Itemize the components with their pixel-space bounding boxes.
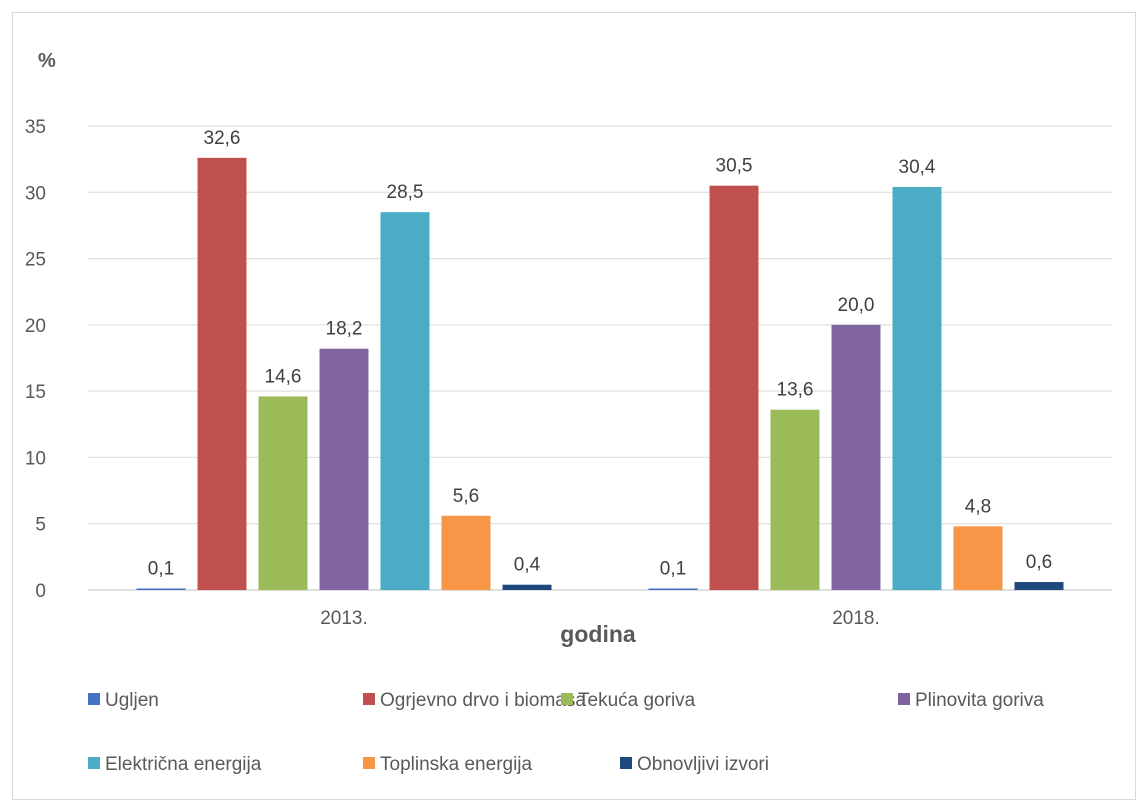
- bars: [136, 157, 1064, 591]
- legend-item: Tekuća goriva: [561, 690, 696, 711]
- y-axis-ticks: 0 5 10 15 20 25 30 35: [25, 117, 46, 602]
- legend-swatch: [363, 693, 375, 705]
- legend-item: Toplinska energija: [363, 754, 533, 775]
- legend-item: Električna energija: [88, 754, 262, 775]
- bar: [831, 324, 881, 590]
- bar: [136, 588, 186, 590]
- data-label: 0,1: [148, 559, 174, 580]
- legend-swatch: [620, 757, 632, 769]
- x-tick-label: 2013.: [320, 608, 368, 629]
- legend-item: Ogrjevno drvo i biomasa: [363, 690, 586, 711]
- data-label: 30,5: [716, 156, 753, 177]
- x-axis-ticks: 2013. 2018.: [320, 608, 880, 629]
- bar: [380, 212, 430, 590]
- bar: [197, 157, 247, 590]
- y-tick-label: 10: [25, 448, 46, 469]
- legend-item: Plinovita goriva: [898, 690, 1044, 711]
- bar: [1014, 582, 1064, 590]
- legend-label: Obnovljivi izvori: [637, 754, 769, 775]
- bar: [502, 584, 552, 590]
- legend-label: Ugljen: [105, 690, 159, 711]
- data-label: 20,0: [838, 295, 875, 316]
- data-label: 28,5: [387, 182, 424, 203]
- data-label: 13,6: [777, 380, 814, 401]
- legend-swatch: [363, 757, 375, 769]
- data-label: 0,1: [660, 559, 686, 580]
- y-tick-label: 0: [35, 581, 46, 602]
- legend-swatch: [88, 693, 100, 705]
- data-label: 0,6: [1026, 552, 1052, 573]
- bar: [441, 515, 491, 590]
- data-label: 5,6: [453, 486, 479, 507]
- legend-label: Toplinska energija: [380, 754, 533, 775]
- y-tick-label: 20: [25, 316, 46, 337]
- y-tick-label: 5: [35, 515, 46, 536]
- y-axis-unit: %: [38, 50, 56, 72]
- bar: [953, 526, 1003, 590]
- data-label: 4,8: [965, 496, 991, 517]
- legend-label: Tekuća goriva: [578, 690, 696, 711]
- data-label: 30,4: [899, 157, 936, 178]
- bar: [892, 186, 942, 591]
- legend-swatch: [88, 757, 100, 769]
- data-label: 0,4: [514, 555, 541, 576]
- x-tick-label: 2018.: [832, 608, 880, 629]
- legend-item: Obnovljivi izvori: [620, 754, 769, 775]
- data-label: 14,6: [265, 366, 302, 387]
- bar: [709, 185, 759, 590]
- data-labels: 0,1 32,6 14,6 18,2 28,5 5,6 0,4 0,1 30,5 13,6 20,0…: [148, 128, 1052, 580]
- legend-label: Električna energija: [105, 754, 262, 775]
- y-tick-label: 25: [25, 250, 46, 271]
- bar: [648, 588, 698, 590]
- data-label: 18,2: [326, 319, 363, 340]
- y-tick-label: 35: [25, 117, 46, 138]
- legend-label: Plinovita goriva: [915, 690, 1044, 711]
- legend-item: Ugljen: [88, 690, 159, 711]
- bar: [319, 348, 369, 590]
- legend-swatch: [898, 693, 910, 705]
- x-axis-title: godina: [560, 621, 636, 647]
- legend-label: Ogrjevno drvo i biomasa: [380, 690, 586, 711]
- bar: [770, 409, 820, 590]
- y-tick-label: 15: [25, 382, 46, 403]
- y-tick-label: 30: [25, 183, 46, 204]
- legend-swatch: [561, 693, 573, 705]
- bar: [258, 396, 308, 590]
- data-label: 32,6: [204, 128, 241, 149]
